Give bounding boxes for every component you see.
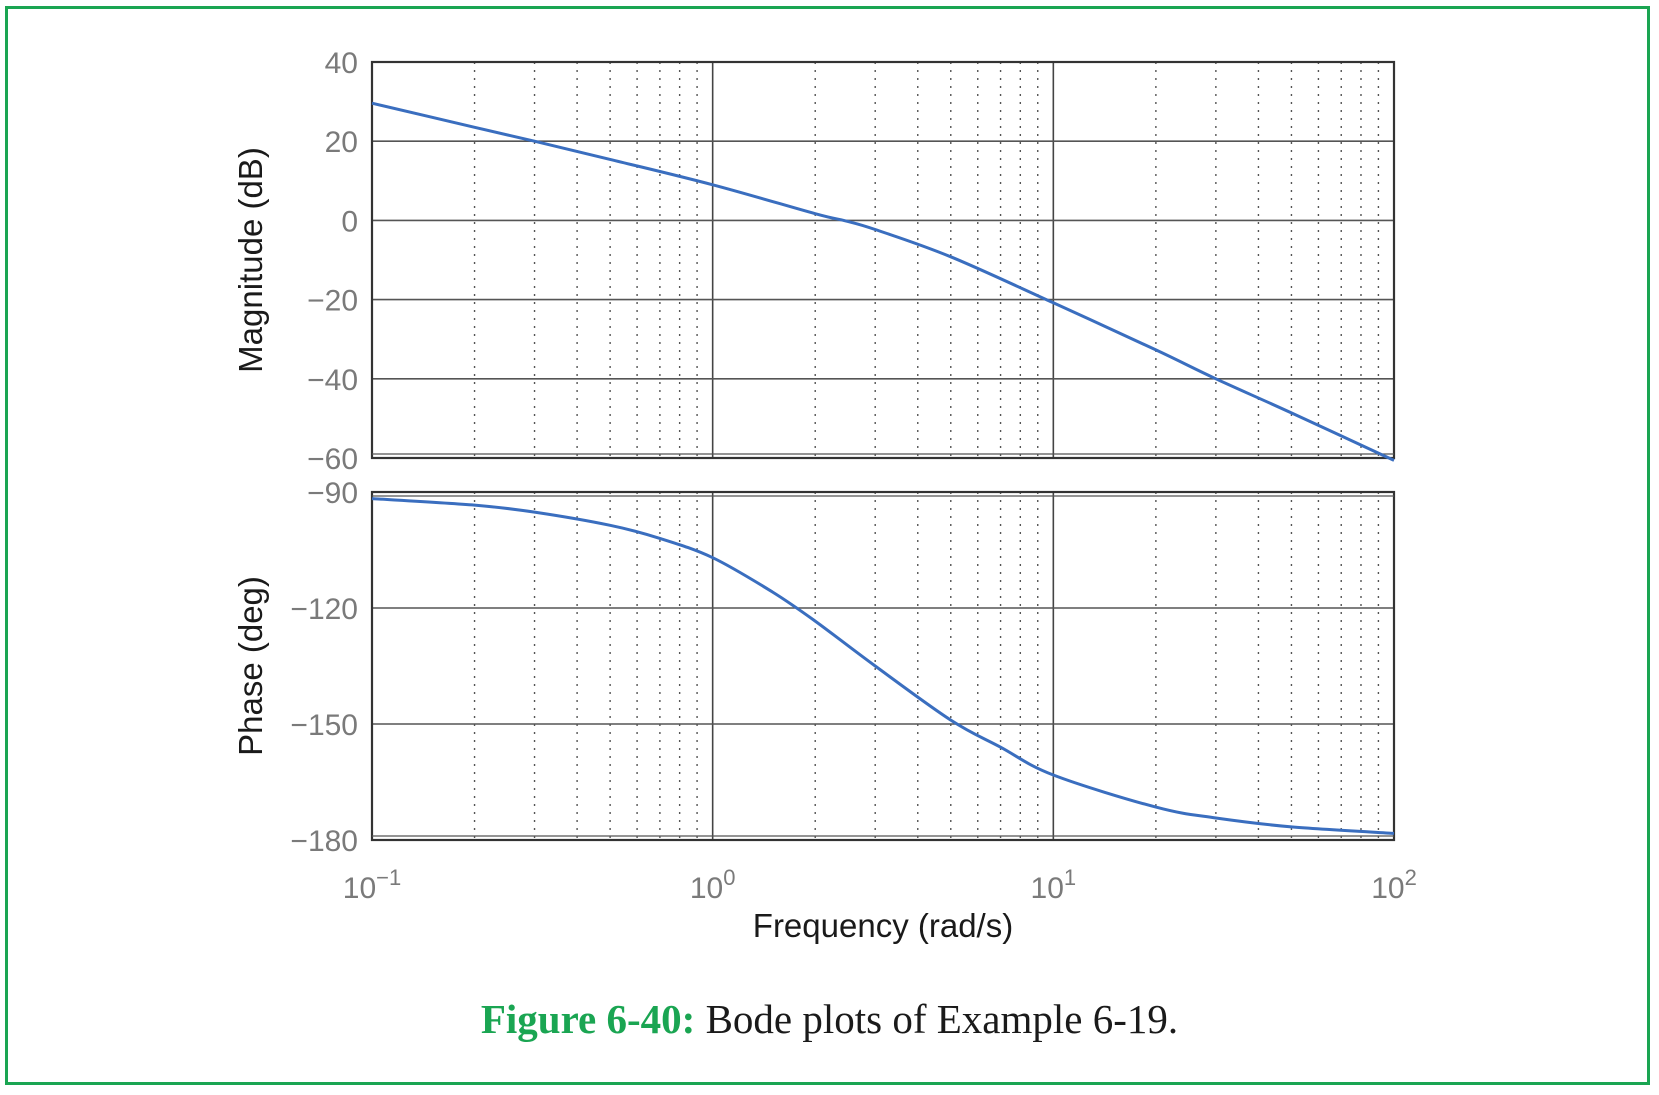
x-tick-label: 100 bbox=[690, 865, 736, 905]
y-tick-label: −90 bbox=[307, 477, 358, 510]
plot-frame bbox=[370, 60, 1396, 460]
y-tick-label: −40 bbox=[307, 364, 358, 397]
figure-frame bbox=[5, 6, 1650, 1085]
x-tick-label: 10−1 bbox=[343, 865, 401, 905]
caption-text: Bode plots of Example 6-19. bbox=[695, 996, 1179, 1042]
y-tick-label: −180 bbox=[290, 825, 358, 858]
x-tick-label: 102 bbox=[1371, 865, 1417, 905]
y-tick-label: 20 bbox=[325, 126, 358, 159]
y-tick-label: 0 bbox=[341, 205, 358, 238]
y-tick-label: 40 bbox=[325, 47, 358, 80]
y-axis-title: Magnitude (dB) bbox=[232, 147, 269, 373]
phase-curve bbox=[371, 497, 1395, 835]
plot-frame bbox=[370, 490, 1396, 842]
magnitude-curve bbox=[371, 101, 1395, 462]
y-tick-label: −20 bbox=[307, 285, 358, 318]
figure-number: Figure 6-40: bbox=[480, 996, 696, 1042]
y-tick-label: −120 bbox=[290, 593, 358, 626]
figure-caption: Figure 6-40: Bode plots of Example 6-19. bbox=[0, 995, 1659, 1043]
y-axis-title: Phase (deg) bbox=[232, 576, 269, 756]
y-tick-label: −60 bbox=[307, 443, 358, 476]
phase-panel: −90 −120 −150 −180 Phase (deg) bbox=[232, 477, 1396, 858]
magnitude-panel: 40 20 0 −20 −40 −60 Magnitude (dB) bbox=[232, 47, 1396, 476]
y-tick-label: −150 bbox=[290, 709, 358, 742]
x-tick-label: 101 bbox=[1031, 865, 1077, 905]
x-axis-title: Frequency (rad/s) bbox=[753, 907, 1013, 944]
frequency-axis: 10−1 100 101 102 Frequency (rad/s) bbox=[343, 865, 1417, 944]
